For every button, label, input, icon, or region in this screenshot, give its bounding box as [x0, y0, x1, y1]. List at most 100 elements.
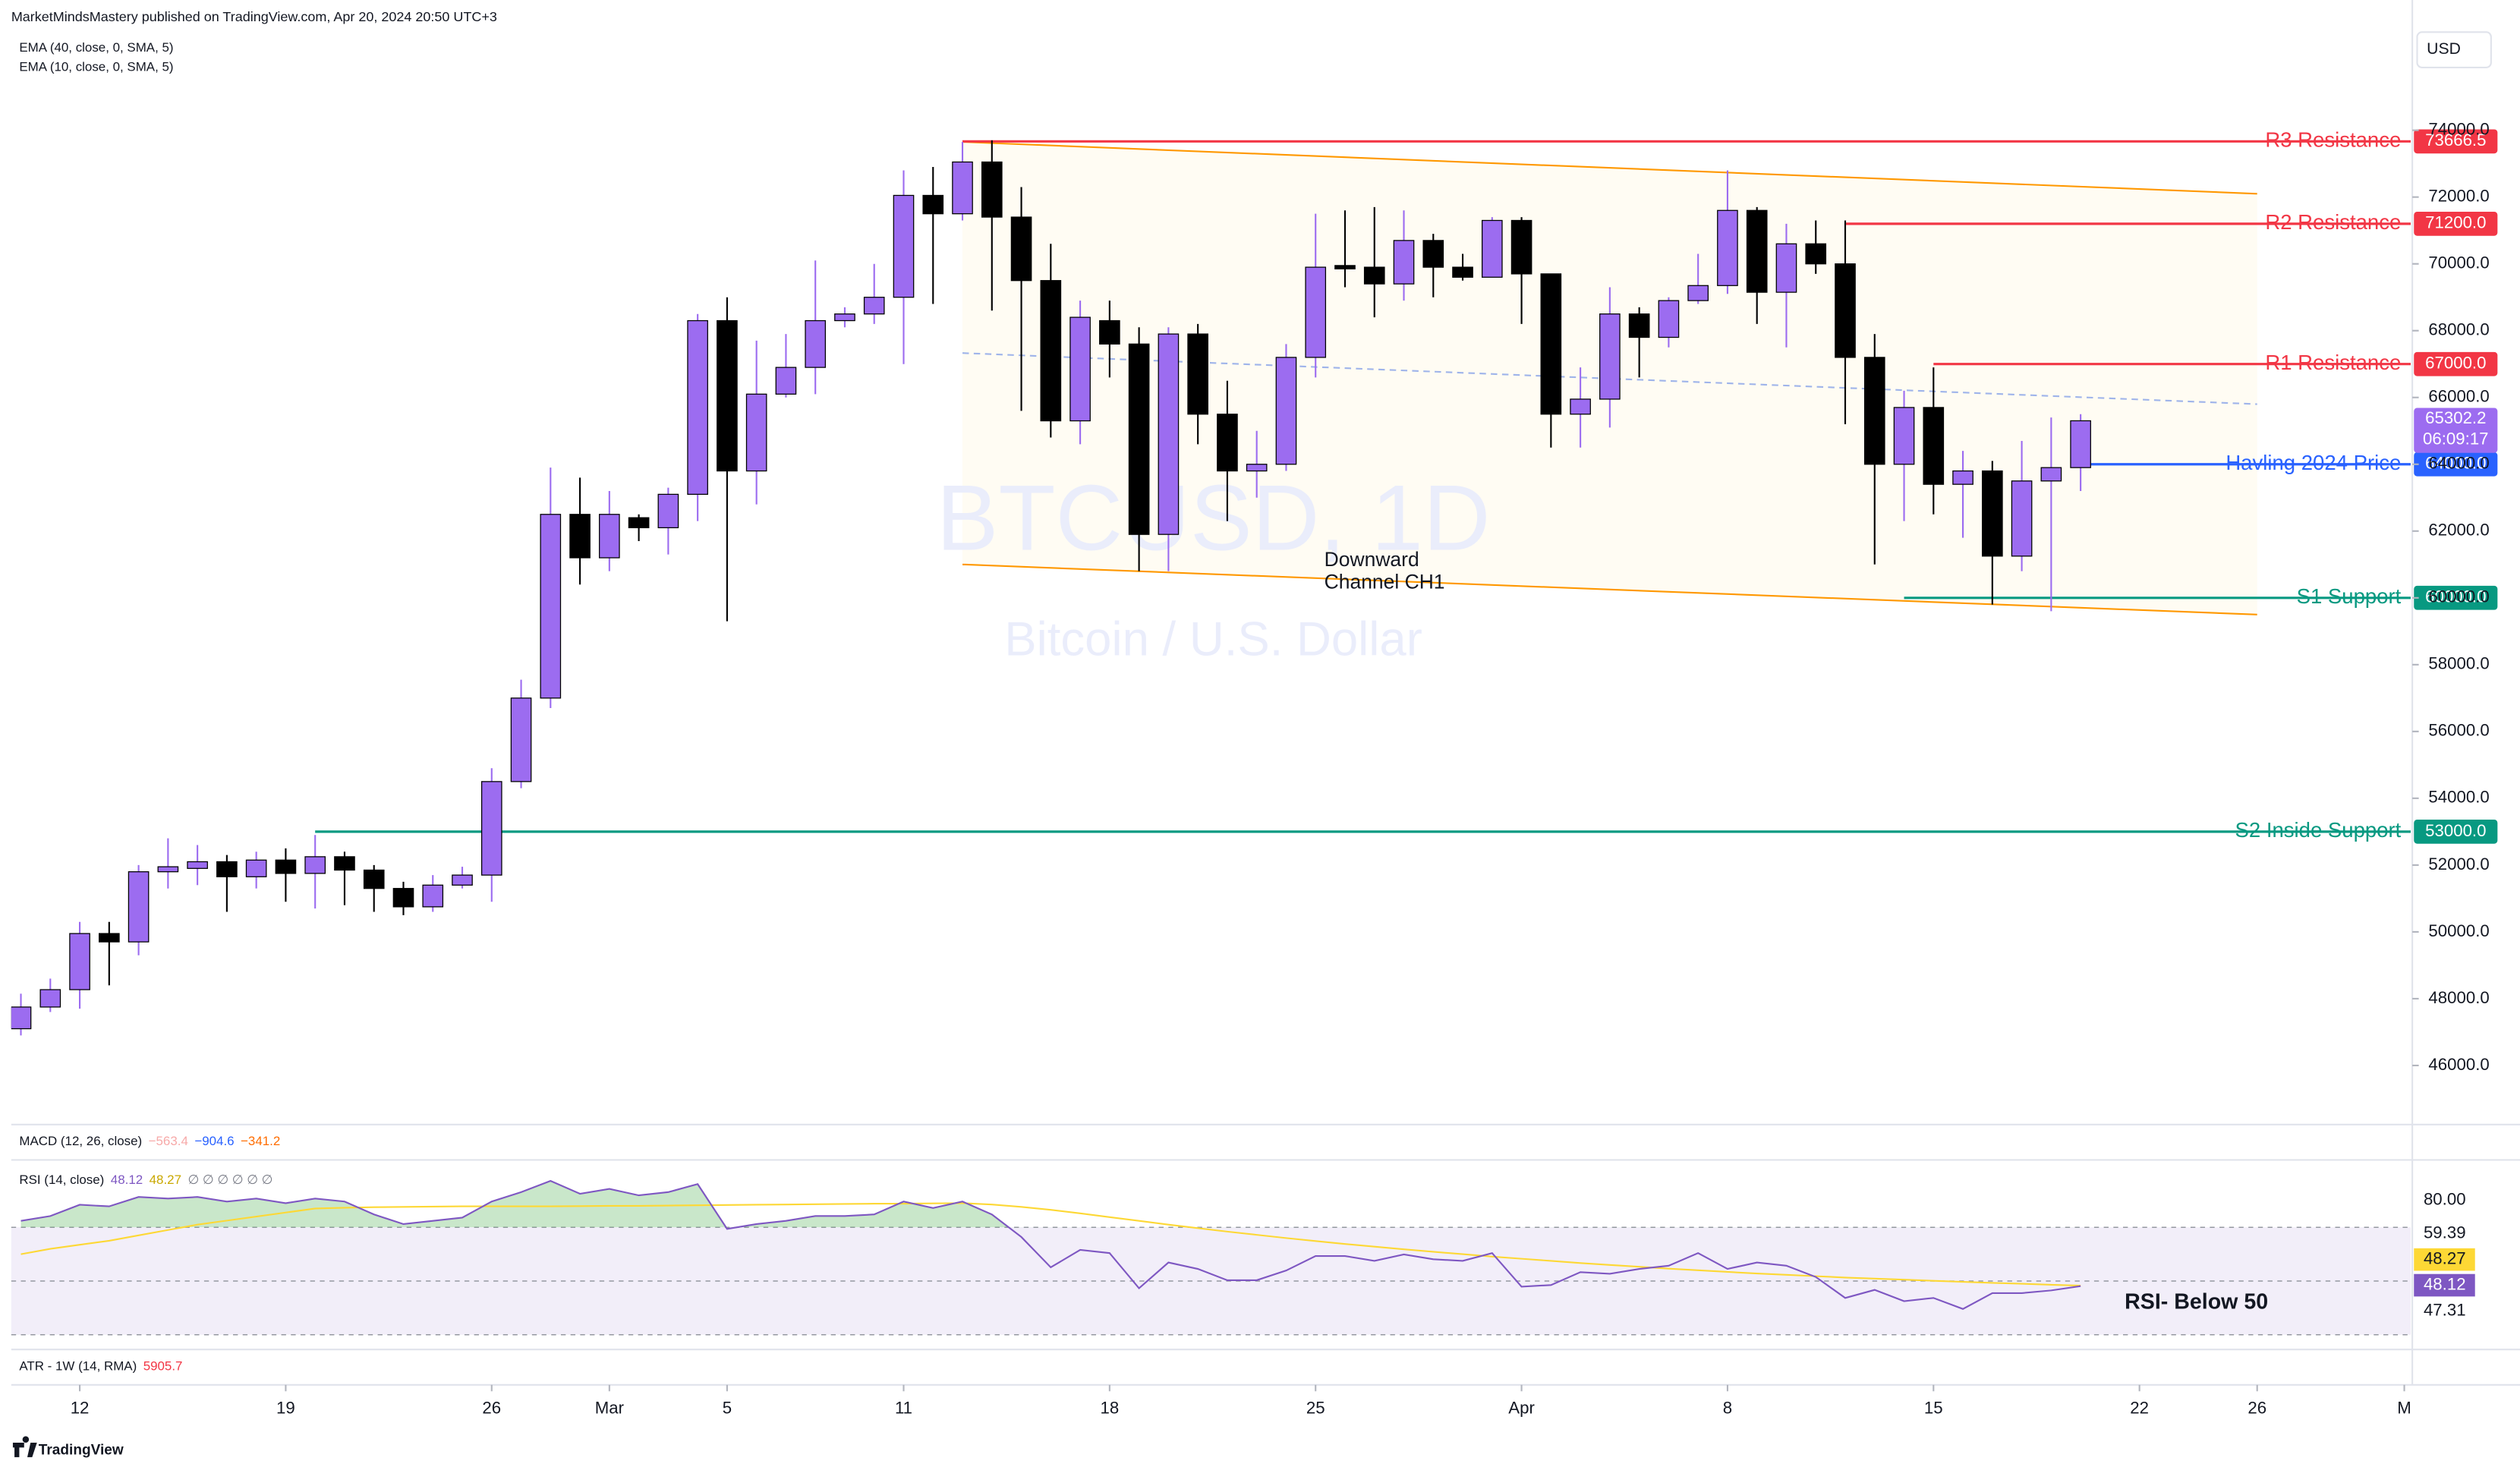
candle-body [1952, 470, 1973, 485]
candle-body [2040, 467, 2062, 482]
candle-body [1835, 263, 1856, 358]
x-tick-label: 15 [1924, 1398, 1943, 1417]
rsi-scale-label: 47.31 [2424, 1300, 2466, 1319]
macd-title: MACD (12, 26, close) [19, 1135, 142, 1149]
candle-body [510, 697, 532, 782]
candle-body [657, 493, 679, 529]
candle-body [1863, 357, 1885, 465]
x-tick-label: 26 [2248, 1398, 2266, 1417]
y-tick-label: 56000.0 [2428, 721, 2489, 740]
channel-lower [962, 563, 2257, 615]
x-tick-label: 25 [1306, 1398, 1325, 1417]
x-tick-label: 19 [276, 1398, 295, 1417]
brand: TradingView [39, 1443, 124, 1459]
y-tick-label: 48000.0 [2428, 988, 2489, 1007]
candle-body [687, 319, 708, 496]
level-label: S2 Inside Support [2235, 818, 2402, 842]
level-value-box [2414, 129, 2498, 154]
candle-body [1422, 240, 1444, 268]
channel-label: Downward [1325, 548, 1419, 571]
candle-body [128, 871, 150, 943]
candle-body [1393, 240, 1415, 285]
candle-body [392, 888, 414, 908]
x-tick-label: 26 [482, 1398, 501, 1417]
rsi-extra: ∅ ∅ ∅ ∅ ∅ ∅ [187, 1173, 272, 1187]
candle-body [1893, 407, 1915, 465]
rsi-ma-box-label: 48.27 [2424, 1249, 2466, 1268]
rsi-value: 48.12 [111, 1173, 143, 1187]
level-value-label: 71200.0 [2425, 213, 2486, 232]
level-value-label: 60000.0 [2425, 587, 2486, 606]
rsi-ma-box [2414, 1248, 2475, 1271]
level-label: R3 Resistance [2265, 128, 2401, 152]
watermark-description: Bitcoin / U.S. Dollar [1004, 613, 1422, 666]
candle-body [540, 514, 562, 699]
y-tick-label: 70000.0 [2428, 253, 2489, 272]
level-value-label: 67000.0 [2425, 354, 2486, 373]
candle-body [157, 866, 179, 873]
currency[interactable]: USD [2427, 40, 2461, 58]
x-tick-label: 5 [723, 1398, 732, 1417]
atr-value: 5905.7 [143, 1359, 183, 1374]
rsi-ma-value: 48.27 [150, 1173, 181, 1187]
candle-body [422, 884, 444, 908]
channel-upper [962, 140, 2257, 195]
candle-body [1069, 316, 1091, 422]
candle-body [952, 161, 973, 215]
candle-body [1481, 219, 1503, 278]
candle-body [717, 319, 738, 472]
candle-body [39, 989, 61, 1008]
candle-body [69, 933, 90, 990]
candle-body [99, 933, 120, 943]
candle-body [216, 861, 238, 877]
y-tick-label: 66000.0 [2428, 387, 2489, 406]
currency-box[interactable] [2416, 31, 2492, 68]
indicator-legend: EMA (10, close, 0, SMA, 5) [19, 59, 173, 74]
candle-body [863, 297, 885, 315]
candle-body [245, 859, 267, 877]
candle-body [1599, 313, 1621, 400]
candle-body [775, 367, 797, 395]
candle-body [334, 856, 355, 871]
x-tick-label: 22 [2130, 1398, 2149, 1417]
candle-body [1570, 398, 1591, 415]
level-label: R1 Resistance [2265, 351, 2401, 374]
x-tick-label: Apr [1508, 1398, 1535, 1417]
channel-label: Channel CH1 [1325, 570, 1445, 593]
rsi-ma-line [20, 1202, 2081, 1287]
rsi-annotation: RSI- Below 50 [2125, 1289, 2268, 1314]
candle-body [1334, 265, 1356, 269]
candle-body [1746, 209, 1768, 293]
y-tick-label: 54000.0 [2428, 788, 2489, 807]
candle-body [1128, 343, 1150, 535]
candle-body [1305, 266, 1327, 358]
atr-title: ATR - 1W (14, RMA) [19, 1359, 137, 1374]
candle-body [187, 861, 208, 869]
level-value-box [2414, 820, 2498, 844]
macd-value: −563.4 [149, 1135, 188, 1149]
price-pane: BTCUSD, 1D Bitcoin / U.S. Dollar [11, 140, 2411, 1036]
y-tick-label: 58000.0 [2428, 654, 2489, 673]
candle-body [745, 393, 767, 472]
x-tick-label: M [2397, 1398, 2411, 1417]
y-tick-label: 52000.0 [2428, 855, 2489, 874]
y-tick-label: 60000.0 [2428, 587, 2489, 606]
candle-body [1275, 357, 1297, 465]
level-label: Havling 2024 Price [2225, 451, 2401, 474]
level-label: S1 Support [2297, 584, 2402, 608]
y-tick-label: 72000.0 [2428, 187, 2489, 206]
candle-body [805, 319, 827, 368]
level-value-box [2414, 585, 2498, 610]
candle-body [363, 869, 385, 889]
x-tick-label: 11 [895, 1398, 912, 1417]
candle-body [452, 874, 473, 886]
footer: TradingView [12, 1436, 124, 1459]
candle-body [1717, 209, 1738, 286]
candle-body [599, 514, 620, 559]
level-value-label: 64000.0 [2425, 454, 2486, 473]
last-price-box [2414, 408, 2498, 453]
candle-body [1982, 470, 2003, 557]
